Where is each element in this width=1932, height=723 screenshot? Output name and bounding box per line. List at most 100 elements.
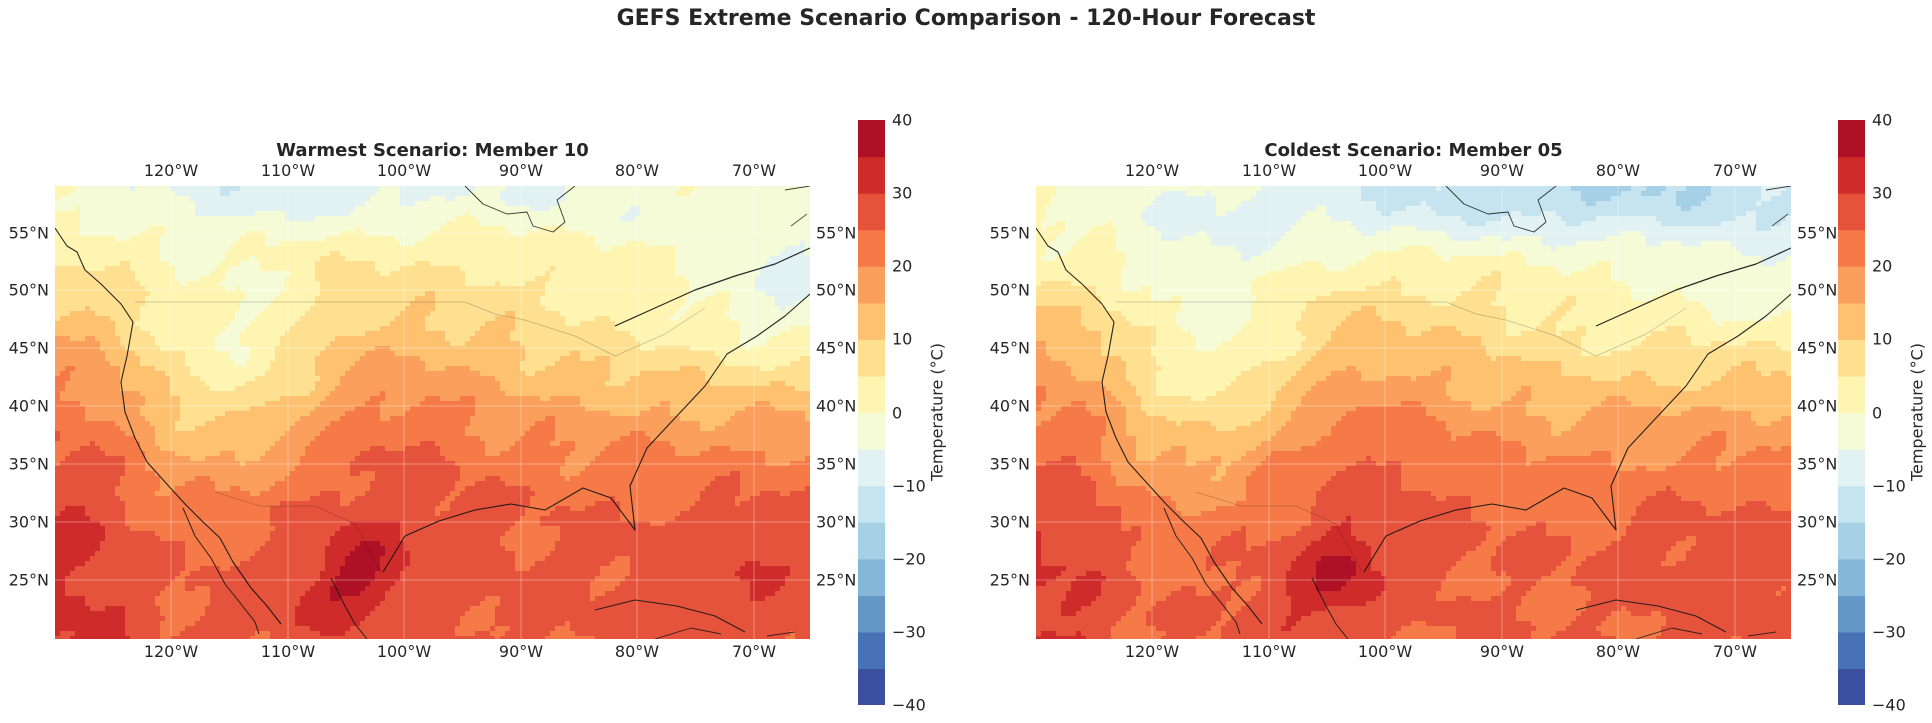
colorbar-tick-label: 30 bbox=[892, 183, 913, 203]
colorbar-tick-label: 30 bbox=[1872, 183, 1893, 203]
latitude-tick-label: 30°N bbox=[816, 512, 857, 532]
latitude-tick-label: 35°N bbox=[989, 454, 1030, 474]
colorbar-segment bbox=[1838, 412, 1865, 450]
colorbar-tick-label: −40 bbox=[892, 695, 926, 715]
colorbar-tick-label: 0 bbox=[892, 403, 903, 422]
latitude-tick-label: 35°N bbox=[1797, 454, 1838, 474]
colorbar-segment bbox=[858, 522, 885, 560]
colorbar-tick-label: 0 bbox=[1872, 403, 1883, 422]
latitude-tick-label: 30°N bbox=[8, 512, 49, 532]
longitude-tick-label: 110°W bbox=[260, 161, 316, 180]
colorbar-segment bbox=[1838, 120, 1865, 158]
colorbar-segment bbox=[1838, 193, 1865, 231]
latitude-tick-label: 55°N bbox=[1797, 223, 1838, 243]
figure-title: GEFS Extreme Scenario Comparison - 120-H… bbox=[616, 6, 1316, 31]
latitude-tick-label: 35°N bbox=[8, 454, 49, 474]
colorbar-segment bbox=[1838, 266, 1865, 304]
colorbar-segment bbox=[858, 631, 885, 670]
latitude-tick-label: 25°N bbox=[816, 570, 857, 590]
longitude-tick-label: 70°W bbox=[731, 161, 777, 180]
latitude-tick-label: 25°N bbox=[8, 570, 49, 590]
colorbar-segment bbox=[858, 266, 885, 304]
colorbar-segment bbox=[1838, 558, 1865, 596]
colorbar-segment bbox=[858, 229, 885, 267]
colorbar-segment bbox=[1838, 595, 1865, 633]
colorbar-tick-label: 20 bbox=[892, 256, 913, 276]
longitude-tick-label: 90°W bbox=[498, 642, 544, 661]
colorbar-tick-label: 20 bbox=[1872, 256, 1893, 276]
longitude-tick-label: 100°W bbox=[376, 161, 432, 180]
longitude-tick-label: 120°W bbox=[1124, 161, 1180, 180]
colorbar-segment bbox=[1838, 302, 1865, 340]
colorbar-segment bbox=[858, 120, 885, 158]
colorbar-tick-label: 40 bbox=[892, 110, 913, 130]
colorbar-segment bbox=[858, 449, 885, 487]
colorbar-segment bbox=[858, 193, 885, 231]
latitude-tick-label: 30°N bbox=[1797, 512, 1838, 532]
colorbar-segment bbox=[1838, 449, 1865, 487]
colorbar-warm bbox=[858, 120, 885, 705]
latitude-tick-label: 40°N bbox=[8, 396, 49, 416]
latitude-tick-label: 50°N bbox=[989, 280, 1030, 300]
colorbar-segment bbox=[858, 412, 885, 450]
latitude-tick-label: 30°N bbox=[989, 512, 1030, 532]
latitude-tick-label: 50°N bbox=[8, 280, 49, 300]
colorbar-segment bbox=[1838, 485, 1865, 523]
colorbar-segment bbox=[858, 339, 885, 377]
colorbar-label-warm: Temperature (°C) bbox=[927, 342, 947, 482]
longitude-tick-label: 80°W bbox=[614, 161, 660, 180]
latitude-tick-label: 45°N bbox=[989, 338, 1030, 358]
colorbar-segment bbox=[858, 595, 885, 633]
longitude-tick-label: 80°W bbox=[614, 642, 660, 661]
latitude-tick-label: 40°N bbox=[989, 396, 1030, 416]
colorbar-label-cold: Temperature (°C) bbox=[1907, 342, 1927, 482]
colorbar-segment bbox=[1838, 375, 1865, 414]
longitude-tick-label: 80°W bbox=[1595, 161, 1641, 180]
longitude-tick-label: 70°W bbox=[1712, 161, 1758, 180]
colorbar-segment bbox=[858, 375, 885, 414]
colorbar-tick-label: −10 bbox=[892, 476, 926, 496]
colorbar-tick-label: −10 bbox=[1872, 476, 1906, 496]
colorbar-segment bbox=[858, 302, 885, 340]
latitude-tick-label: 55°N bbox=[816, 223, 857, 243]
longitude-tick-label: 90°W bbox=[1479, 642, 1525, 661]
longitude-tick-label: 90°W bbox=[498, 161, 544, 180]
colorbar-segment bbox=[1838, 631, 1865, 670]
temperature-map-cold bbox=[1036, 186, 1791, 639]
longitude-tick-label: 90°W bbox=[1479, 161, 1525, 180]
colorbar-tick-label: −30 bbox=[1872, 622, 1906, 642]
colorbar-tick-label: 10 bbox=[892, 329, 913, 349]
colorbar-segment bbox=[858, 558, 885, 596]
longitude-tick-label: 110°W bbox=[1241, 161, 1297, 180]
latitude-tick-label: 45°N bbox=[816, 338, 857, 358]
longitude-tick-label: 120°W bbox=[1124, 642, 1180, 661]
longitude-tick-label: 80°W bbox=[1595, 642, 1641, 661]
latitude-tick-label: 40°N bbox=[1797, 396, 1838, 416]
latitude-tick-label: 45°N bbox=[8, 338, 49, 358]
latitude-tick-label: 50°N bbox=[1797, 280, 1838, 300]
longitude-tick-label: 70°W bbox=[1712, 642, 1758, 661]
colorbar-segment bbox=[858, 668, 885, 705]
latitude-tick-label: 40°N bbox=[816, 396, 857, 416]
panel-title-warm: Warmest Scenario: Member 10 bbox=[276, 140, 589, 161]
colorbar-tick-label: −30 bbox=[892, 622, 926, 642]
longitude-tick-label: 100°W bbox=[376, 642, 432, 661]
longitude-tick-label: 100°W bbox=[1357, 161, 1413, 180]
latitude-tick-label: 25°N bbox=[989, 570, 1030, 590]
latitude-tick-label: 25°N bbox=[1797, 570, 1838, 590]
colorbar-tick-label: −20 bbox=[892, 549, 926, 569]
latitude-tick-label: 55°N bbox=[989, 223, 1030, 243]
colorbar-segment bbox=[1838, 522, 1865, 560]
longitude-tick-label: 120°W bbox=[143, 161, 199, 180]
longitude-tick-label: 120°W bbox=[143, 642, 199, 661]
longitude-tick-label: 110°W bbox=[260, 642, 316, 661]
colorbar-tick-label: 10 bbox=[1872, 329, 1893, 349]
colorbar-tick-label: 40 bbox=[1872, 110, 1893, 130]
colorbar-tick-label: −20 bbox=[1872, 549, 1906, 569]
colorbar-segment bbox=[1838, 668, 1865, 705]
colorbar-cold bbox=[1838, 120, 1865, 705]
colorbar-segment bbox=[858, 485, 885, 523]
colorbar-segment bbox=[1838, 229, 1865, 267]
longitude-tick-label: 100°W bbox=[1357, 642, 1413, 661]
longitude-tick-label: 70°W bbox=[731, 642, 777, 661]
